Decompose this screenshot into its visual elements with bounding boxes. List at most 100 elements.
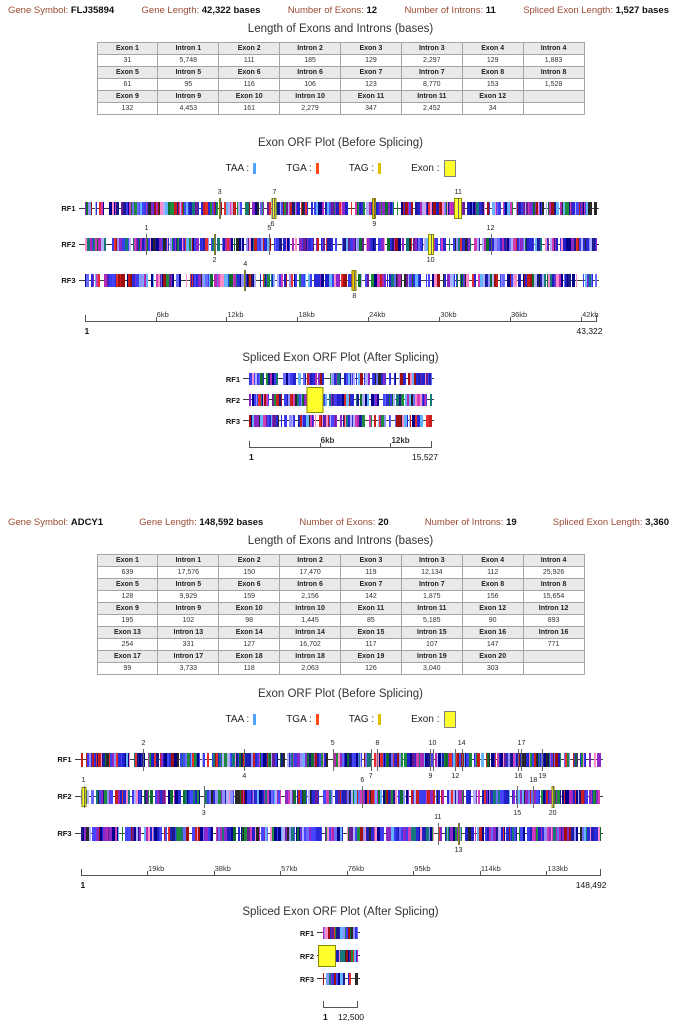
barcode-bar <box>426 753 430 767</box>
barcode-bar <box>173 790 175 804</box>
barcode-bar <box>328 790 331 804</box>
barcode-bar <box>594 238 596 251</box>
table-cell: 15,654 <box>522 590 585 603</box>
table-cell: 119 <box>340 566 402 579</box>
exon-number-label: 15 <box>513 810 522 817</box>
legend-item: TGA : <box>286 714 319 725</box>
barcode-bar <box>584 753 586 767</box>
barcode-bar <box>194 202 198 215</box>
barcode-bar <box>340 950 343 962</box>
barcode-bar <box>414 202 417 215</box>
orf-track-row: RF3 11 13 <box>57 814 603 854</box>
axis-tick <box>439 317 441 321</box>
reading-frame-label: RF1 <box>61 204 76 213</box>
orf-legend: TAA : TGA : TAG : Exon : <box>0 711 681 728</box>
barcode-bar <box>535 790 539 804</box>
barcode-bar <box>559 238 561 251</box>
barcode-bar <box>474 753 476 767</box>
table-cell: Intron 3 <box>400 554 463 567</box>
barcode-bar <box>266 274 270 287</box>
barcode-bar <box>422 394 423 406</box>
orf-axis: 6kb 12kb 18kb 24kb 30kb 36kb 42kb 1 43,322 <box>84 310 603 344</box>
barcode-bar <box>553 202 556 215</box>
barcode-bar <box>266 753 268 767</box>
barcode-bar <box>230 827 233 841</box>
table-cell: Exon 3 <box>340 554 402 567</box>
barcode-bar <box>513 827 516 841</box>
barcode-bar <box>484 274 486 287</box>
barcode-bar <box>136 202 139 215</box>
barcode-bar <box>529 753 532 767</box>
barcode-bar <box>573 238 576 251</box>
barcode-bar <box>124 753 126 767</box>
exon-marker-line <box>377 749 379 771</box>
axis-end-tick <box>84 315 86 321</box>
barcode-bar <box>432 827 434 841</box>
barcode-bar <box>366 753 369 767</box>
barcode-bar <box>564 753 567 767</box>
taa-tick-icon <box>253 714 257 725</box>
barcode-bar <box>332 394 333 406</box>
table-cell: Intron 14 <box>279 626 341 639</box>
barcode-bar <box>108 827 112 841</box>
barcode-bar <box>113 274 115 287</box>
barcode-bar <box>381 415 384 427</box>
barcode-bar <box>272 790 274 804</box>
barcode-bar <box>589 238 592 251</box>
barcode-bar <box>266 238 269 251</box>
barcode-bar <box>561 202 563 215</box>
barcode-bar <box>423 238 426 251</box>
barcode-bar <box>343 973 344 985</box>
barcode-bar <box>266 202 269 215</box>
barcode-bar <box>152 238 155 251</box>
barcode-bar <box>389 394 390 406</box>
barcode-bar <box>387 827 389 841</box>
barcode-bar <box>593 827 596 841</box>
barcode-bar <box>396 238 398 251</box>
barcode-bar <box>568 827 571 841</box>
table-cell <box>522 102 585 115</box>
table-cell: 61 <box>96 78 159 91</box>
barcode-bar <box>363 790 365 804</box>
barcode-bar <box>258 415 259 427</box>
barcode-bar <box>240 274 244 287</box>
barcode-bar <box>376 827 380 841</box>
barcode-bar <box>263 373 264 385</box>
barcode-bar <box>353 753 356 767</box>
axis-end-tick <box>80 869 82 875</box>
barcode-bar <box>553 753 555 767</box>
barcode-bar <box>369 790 371 804</box>
barcode-bar <box>324 415 326 427</box>
barcode-bar <box>567 274 571 287</box>
barcode-bar <box>266 373 268 385</box>
barcode-bar <box>373 373 375 385</box>
barcode-bar <box>243 827 245 841</box>
barcode-bar <box>207 238 209 251</box>
barcode-bar <box>288 373 290 385</box>
gene-info-value: 1,527 bases <box>615 5 669 16</box>
barcode-bar <box>149 238 151 251</box>
barcode-bar <box>533 790 536 804</box>
barcode-bar <box>336 973 338 985</box>
barcode-bar <box>545 202 547 215</box>
barcode-bar <box>170 274 172 287</box>
barcode-bar <box>300 415 302 427</box>
barcode-bar <box>155 238 159 251</box>
barcode-bar <box>478 827 482 841</box>
barcode-bar <box>460 274 462 287</box>
barcode-bar <box>263 274 265 287</box>
barcode-bar <box>383 753 385 767</box>
barcode-bar <box>501 274 505 287</box>
barcode-bar <box>448 827 450 841</box>
legend-item: TAG : <box>349 163 382 174</box>
axis-tick <box>581 317 583 321</box>
barcode-bar <box>578 790 581 804</box>
barcode-bar <box>200 274 202 287</box>
barcode-bar <box>449 274 453 287</box>
barcode-bar <box>187 790 190 804</box>
barcode-bar <box>393 827 396 841</box>
barcode-bar <box>491 238 493 251</box>
barcode-bar <box>559 753 561 767</box>
barcode-bar <box>425 790 427 804</box>
barcode-bar <box>543 827 547 841</box>
